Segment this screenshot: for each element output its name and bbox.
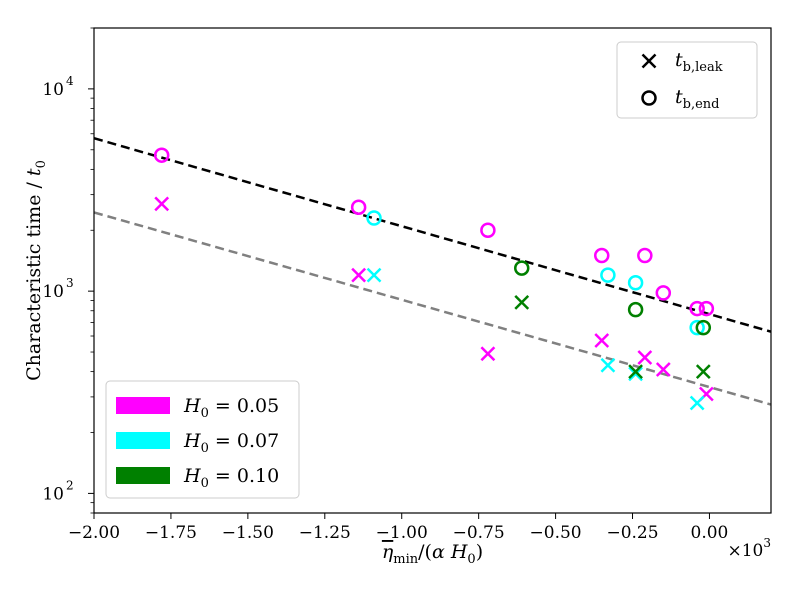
cross-stroke <box>480 346 496 362</box>
legend-markers-box <box>616 41 758 119</box>
cross-stroke <box>689 395 705 411</box>
x-tick-label: −0.25 <box>606 523 658 543</box>
marker-end <box>689 319 705 336</box>
marker-end <box>627 301 644 318</box>
marker-end <box>594 247 610 264</box>
marker-leak <box>514 294 530 310</box>
x-tick-label: −1.75 <box>145 523 197 543</box>
cross-stroke <box>514 294 530 310</box>
y-tick-label: 10 <box>42 484 64 504</box>
y-tick-label: 10 <box>42 282 64 302</box>
cross-stroke <box>628 364 643 380</box>
cross-stroke <box>637 350 653 365</box>
legend-color-swatch <box>116 467 170 484</box>
cross-stroke <box>628 366 643 382</box>
marker-leak <box>695 364 711 380</box>
legend-color-label: H0 = 0.05 <box>183 395 279 421</box>
marker-end <box>698 300 715 317</box>
cross-stroke <box>594 333 610 348</box>
legend-marker-x <box>641 53 657 69</box>
y-tick-label: 10 <box>42 80 64 100</box>
marker-leak <box>655 362 671 377</box>
marker-end <box>153 147 170 163</box>
x-axis-label: ηmin/(α H0) <box>382 541 483 567</box>
y-tick-exponent: 2 <box>66 478 74 492</box>
legend-marker-label: tb,end <box>675 86 719 112</box>
cross-stroke <box>695 364 711 380</box>
x-tick-label: −1.25 <box>299 523 351 543</box>
cross-stroke <box>641 53 657 69</box>
marker-end <box>637 247 653 264</box>
x-tick-label: −1.50 <box>222 523 274 543</box>
marker-leak <box>628 366 643 382</box>
legend-color-label: H0 = 0.07 <box>183 430 279 456</box>
cross-stroke <box>655 362 671 377</box>
x-tick-label: −2.00 <box>68 523 120 543</box>
marker-leak <box>154 196 170 212</box>
cross-stroke <box>366 267 382 283</box>
marker-end <box>689 300 705 317</box>
marker-leak <box>637 350 653 365</box>
y-tick-exponent: 3 <box>66 276 74 290</box>
x-axis-multiplier: ×103 <box>727 536 771 561</box>
marker-leak <box>689 395 705 411</box>
legend-color-label: H0 = 0.10 <box>183 465 279 491</box>
axes-frame <box>93 27 772 514</box>
cross-stroke <box>154 196 170 212</box>
marker-end <box>480 222 496 239</box>
x-tick-label: −0.75 <box>453 523 505 543</box>
marker-leak <box>351 267 367 283</box>
cross-stroke <box>600 357 616 373</box>
marker-leak <box>366 267 382 283</box>
marker-end <box>366 210 382 226</box>
marker-end <box>350 199 367 215</box>
cross-stroke <box>351 267 367 283</box>
y-axis-label: Characteristic time / t0 <box>23 160 49 381</box>
fit-line-end <box>94 137 771 333</box>
legend-marker-label: tb,leak <box>675 49 723 75</box>
marker-end <box>655 285 672 301</box>
x-tick-label: −0.50 <box>530 523 582 543</box>
x-tick-label: 0.00 <box>691 523 729 543</box>
marker-end <box>513 260 530 276</box>
fit-line-leak <box>94 211 771 406</box>
marker-end <box>600 267 616 283</box>
marker-leak <box>594 333 610 348</box>
legend-color-swatch <box>116 432 170 449</box>
marker-leak <box>600 357 616 373</box>
marker-end <box>695 319 712 336</box>
legend-color-swatch <box>116 397 170 414</box>
marker-leak <box>628 364 643 380</box>
marker-leak <box>480 346 496 362</box>
plot-area <box>94 137 771 411</box>
legend-marker-o <box>641 90 657 106</box>
x-tick-label: −1.00 <box>376 523 428 543</box>
marker-end <box>627 275 644 291</box>
y-tick-exponent: 4 <box>66 74 74 88</box>
